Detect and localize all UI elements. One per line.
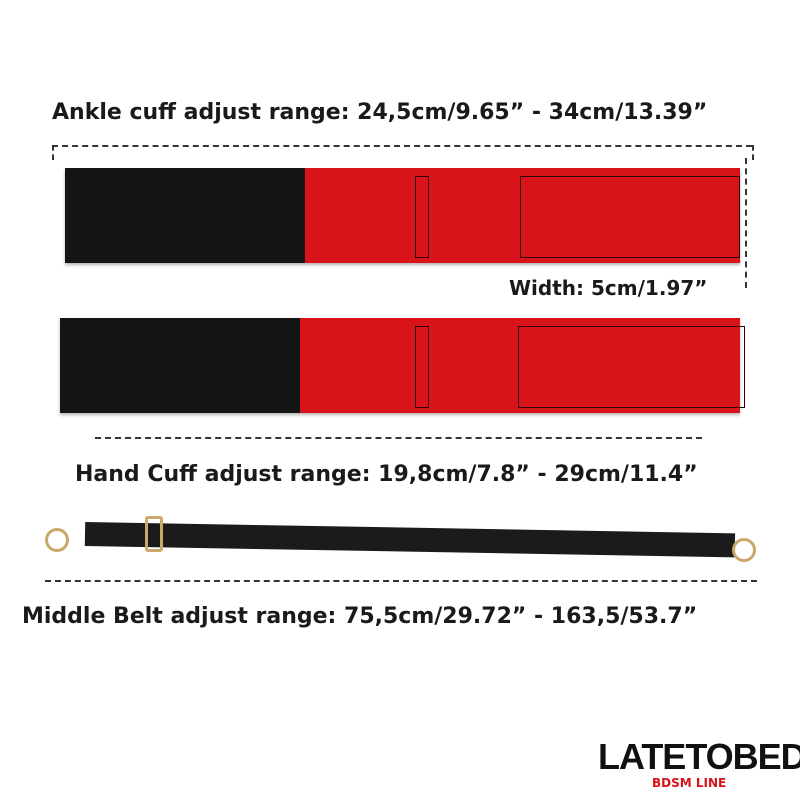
hand-cuff-image — [60, 318, 745, 413]
ankle-range-label: Ankle cuff adjust range: 24,5cm/9.65” - … — [52, 100, 708, 125]
hand-dimension-line — [95, 437, 702, 439]
belt-buckle — [145, 516, 163, 552]
ankle-dimension-line — [52, 145, 752, 147]
left-hook — [45, 528, 69, 552]
width-label: Width: 5cm/1.97” — [505, 276, 712, 300]
belt-dimension-line — [45, 580, 757, 582]
belt-range-label: Middle Belt adjust range: 75,5cm/29.72” … — [22, 604, 698, 629]
ankle-dimension-tick-right — [752, 145, 754, 160]
brand-logo: LATETOBED — [598, 736, 800, 777]
middle-belt-image — [84, 522, 736, 558]
ankle-dimension-tick-left — [52, 145, 54, 160]
width-dimension-line — [745, 158, 747, 288]
right-hook — [732, 538, 756, 562]
brand-logo-subtitle: BDSM LINE — [652, 776, 727, 790]
ankle-cuff-image — [65, 168, 740, 263]
hand-range-label: Hand Cuff adjust range: 19,8cm/7.8” - 29… — [75, 462, 698, 487]
